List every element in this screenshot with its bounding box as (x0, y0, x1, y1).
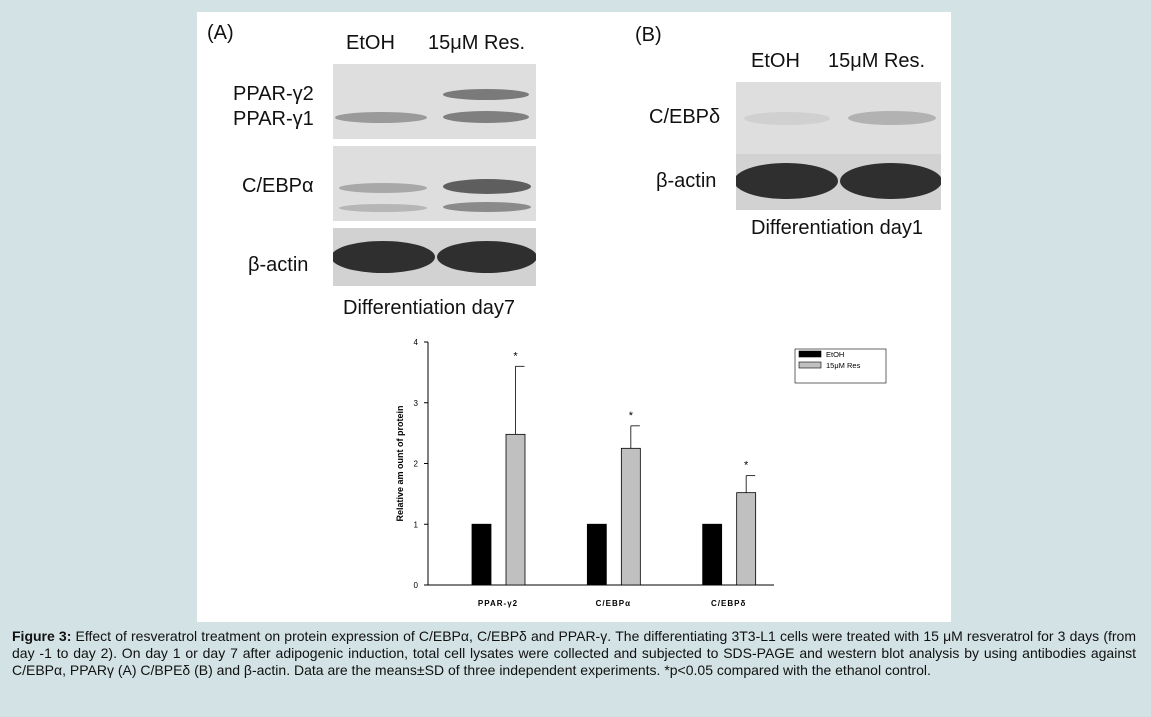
band-cebpa-res-lower (443, 202, 531, 212)
x-tick-label-1: C/EBPα (596, 599, 631, 608)
bar-chart: 0 1 2 3 4 Relative am ount of protein * PPAR-γ2… (395, 338, 887, 608)
panel-a-lane-etoh: EtOH (346, 32, 395, 54)
figure-caption: Figure 3: Effect of resveratrol treatmen… (12, 628, 1136, 679)
y-tick-label-3: 3 (414, 399, 419, 408)
y-axis-label: Relative am ount of protein (395, 405, 405, 521)
blot-cebpd (736, 82, 941, 157)
panel-a-footer: Differentiation day7 (343, 297, 515, 319)
band-cebpa-etoh-upper (339, 183, 427, 193)
panel-b-label-cebpd: C/EBPδ (649, 106, 721, 128)
legend-label-1: 15μM Res (826, 361, 861, 370)
significance-marker-2: * (744, 460, 749, 472)
panel-a-label-actin: β-actin (248, 254, 309, 276)
bar-etoh-2 (702, 523, 723, 586)
significance-marker-1: * (629, 410, 634, 422)
bar-res-2 (736, 492, 757, 586)
blot-actin-b (736, 154, 941, 210)
caption-label: Figure 3: (12, 628, 72, 644)
y-tick-label-2: 2 (414, 460, 419, 469)
band-cebpa-etoh-lower (339, 204, 427, 212)
panel-a-tag: (A) (207, 22, 234, 44)
panel-a-label-ppar-g1: PPAR-γ1 (233, 108, 314, 130)
panel-a-label-cebpa: C/EBPα (242, 175, 314, 197)
bar-etoh-0 (471, 523, 492, 586)
legend-swatch-0 (798, 350, 822, 358)
panel-a-label-ppar-g2: PPAR-γ2 (233, 83, 314, 105)
band-ppar-g1-res (443, 111, 529, 123)
panel-a-lane-res: 15μM Res. (428, 32, 526, 54)
y-tick-label-1: 1 (414, 520, 419, 529)
band-actin-b-res (840, 163, 941, 199)
panel-b-lane-res: 15μM Res. (828, 50, 926, 72)
band-cebpd-etoh (744, 112, 830, 125)
panel-b-lane-etoh: EtOH (751, 50, 800, 72)
legend-label-0: EtOH (826, 350, 844, 359)
band-ppar-g1-etoh (335, 112, 427, 123)
y-tick-label-4: 4 (414, 338, 419, 347)
figure-panel: (A) EtOH 15μM Res. PPAR-γ2 PPAR-γ1 C/EBP… (197, 12, 951, 622)
panel-b-tag: (B) (635, 24, 662, 46)
band-actin-a-etoh (333, 241, 435, 273)
band-actin-a-res (437, 241, 536, 273)
x-tick-label-0: PPAR-γ2 (478, 599, 518, 608)
band-ppar-g2-res (443, 89, 529, 100)
band-cebpd-res (848, 111, 936, 125)
blot-ppar-gamma (333, 64, 536, 139)
x-tick-label-2: C/EBPδ (711, 599, 746, 608)
bar-res-0 (505, 433, 526, 586)
blot-cebpa (333, 146, 536, 221)
blot-actin-a (333, 228, 536, 286)
legend-swatch-1 (798, 361, 822, 369)
bar-res-1 (620, 447, 641, 586)
significance-marker-0: * (513, 350, 518, 362)
panel-b-label-actin: β-actin (656, 170, 717, 192)
bar-etoh-1 (586, 523, 607, 586)
y-tick-label-0: 0 (414, 581, 419, 590)
band-cebpa-res-upper (443, 179, 531, 194)
band-actin-b-etoh (736, 163, 838, 199)
caption-text: Effect of resveratrol treatment on prote… (12, 628, 1136, 678)
panel-b-footer: Differentiation day1 (751, 217, 923, 239)
